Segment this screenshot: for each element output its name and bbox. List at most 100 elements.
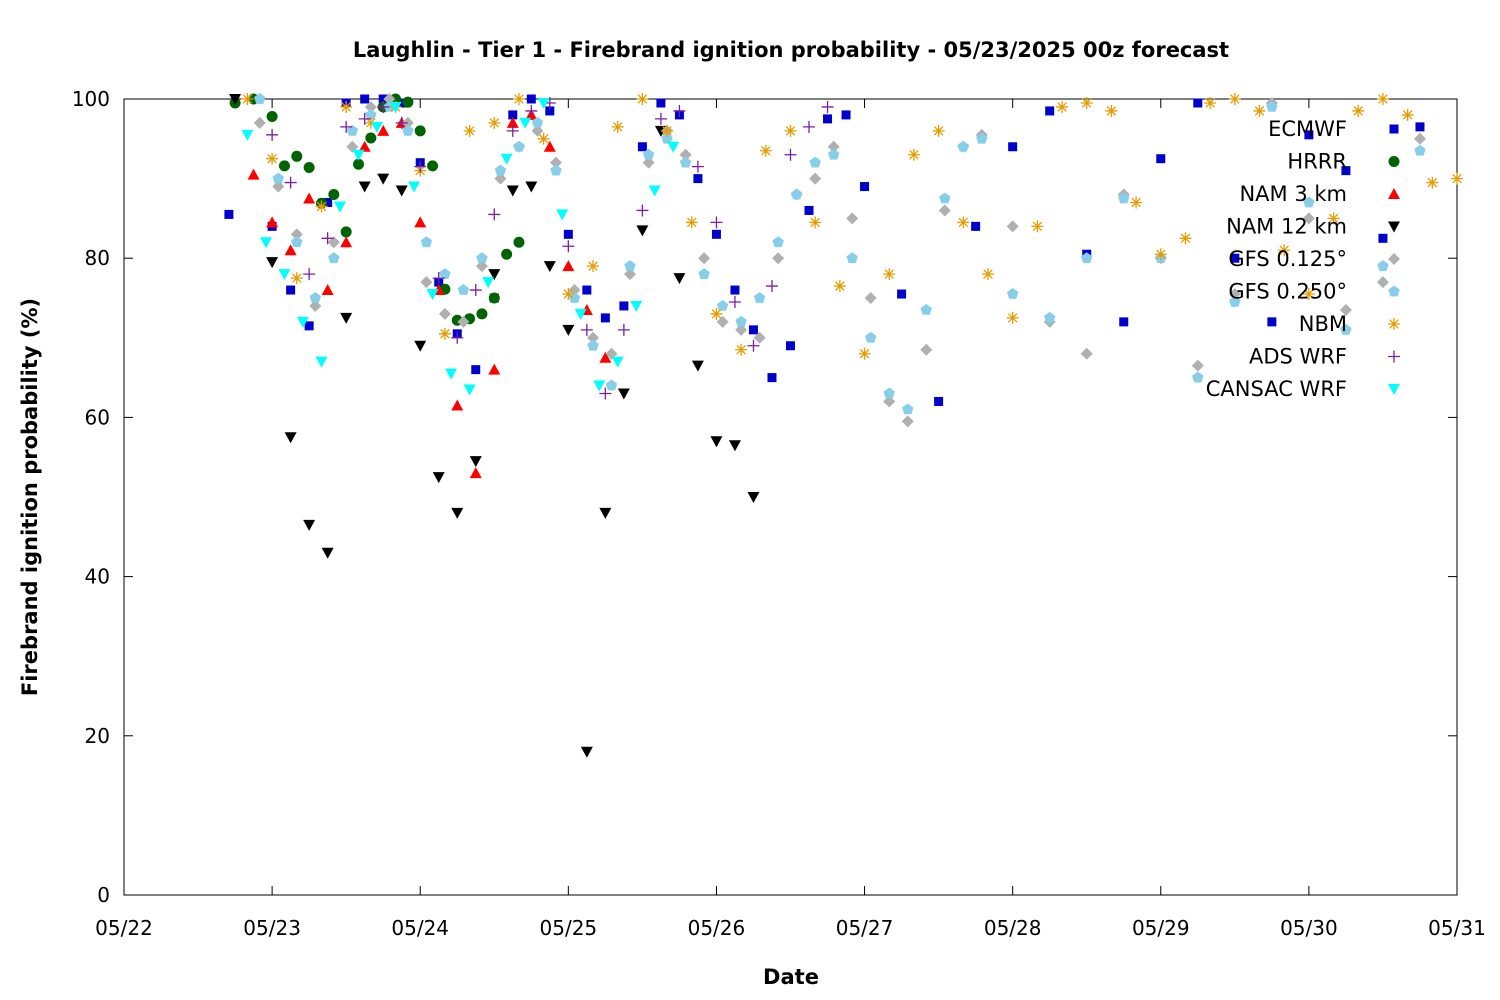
data-point-cansac-wrf xyxy=(537,97,550,109)
data-point-cansac-wrf xyxy=(593,380,606,392)
data-point-hrrr xyxy=(365,132,377,144)
legend-marker-cansac-wrf xyxy=(1388,384,1400,395)
data-point-gfs-0-250 xyxy=(883,387,895,399)
data-point-ecmwf xyxy=(304,321,314,331)
x-tick-label: 05/27 xyxy=(836,916,894,940)
data-point-cansac-wrf xyxy=(315,356,328,368)
data-point-nam-12-km xyxy=(358,181,371,193)
data-point-nbm xyxy=(809,216,822,229)
data-point-gfs-0-125 xyxy=(846,212,859,225)
data-point-nam-12-km xyxy=(488,269,501,281)
data-point-nam-12-km xyxy=(673,273,686,285)
data-point-ecmwf xyxy=(786,341,795,351)
data-point-nam-12-km xyxy=(321,547,334,559)
data-point-nbm xyxy=(1080,96,1093,109)
data-point-nbm xyxy=(290,272,303,285)
data-point-gfs-0-250 xyxy=(679,156,692,168)
data-point-gfs-0-125 xyxy=(568,284,581,297)
data-point-hrrr xyxy=(266,111,278,123)
data-point-ads-wrf xyxy=(580,323,593,336)
data-point-gfs-0-125 xyxy=(753,331,766,344)
data-point-nbm xyxy=(1130,196,1143,209)
data-point-nbm xyxy=(241,93,254,105)
data-point-hrrr xyxy=(427,160,439,172)
data-point-nam-3-km xyxy=(284,244,297,256)
data-point-gfs-0-125 xyxy=(1339,303,1352,316)
data-point-gfs-0-125 xyxy=(475,260,488,273)
data-point-ads-wrf xyxy=(469,284,482,297)
data-point-gfs-0-250 xyxy=(1118,192,1130,204)
data-point-gfs-0-250 xyxy=(513,140,525,152)
data-point-gfs-0-250 xyxy=(420,236,433,248)
data-point-ecmwf xyxy=(471,365,481,375)
data-point-nbm xyxy=(266,152,279,165)
data-point-nbm xyxy=(1204,96,1217,109)
data-point-nbm xyxy=(1278,244,1291,257)
x-tick-label: 05/29 xyxy=(1132,916,1190,940)
data-point-ecmwf xyxy=(378,94,388,104)
data-point-gfs-0-250 xyxy=(254,93,266,104)
y-tick-label: 80 xyxy=(85,246,110,270)
data-point-gfs-0-125 xyxy=(624,268,637,281)
data-point-cansac-wrf xyxy=(667,141,680,153)
data-point-gfs-0-250 xyxy=(365,108,377,120)
data-point-gfs-0-250 xyxy=(1377,260,1389,272)
data-point-gfs-0-125 xyxy=(531,124,544,137)
data-point-ads-wrf xyxy=(784,148,797,161)
legend-label-ecmwf: ECMWF xyxy=(1268,117,1347,141)
data-point-gfs-0-250 xyxy=(753,292,766,303)
data-point-cansac-wrf xyxy=(648,185,661,197)
data-point-gfs-0-125 xyxy=(420,276,433,289)
data-point-ecmwf xyxy=(563,229,573,239)
data-point-gfs-0-250 xyxy=(920,303,932,315)
data-point-gfs-0-250 xyxy=(624,260,636,272)
data-point-gfs-0-250 xyxy=(457,284,470,295)
data-point-nbm xyxy=(1154,248,1167,261)
data-point-ads-wrf xyxy=(395,116,408,129)
data-point-nbm xyxy=(1056,100,1069,113)
data-point-gfs-0-125 xyxy=(864,292,877,304)
data-point-gfs-0-250 xyxy=(1303,196,1315,208)
data-point-gfs-0-250 xyxy=(735,315,747,327)
data-point-ads-wrf xyxy=(432,272,445,285)
x-tick-label: 05/24 xyxy=(391,916,449,940)
data-point-ads-wrf xyxy=(673,104,686,117)
data-point-gfs-0-250 xyxy=(550,164,562,176)
data-point-nbm xyxy=(883,268,896,281)
data-point-gfs-0-125 xyxy=(457,315,470,328)
legend-label-gfs-0-125: GFS 0.125° xyxy=(1228,247,1347,271)
data-point-hrrr xyxy=(402,96,414,108)
data-point-nbm xyxy=(685,216,698,229)
legend-label-cansac-wrf: CANSAC WRF xyxy=(1206,377,1347,401)
y-tick-label: 20 xyxy=(85,724,110,748)
data-point-nam-3-km xyxy=(414,216,427,228)
legend-label-nam-3-km: NAM 3 km xyxy=(1239,182,1347,206)
data-point-hrrr xyxy=(513,236,525,248)
data-point-ads-wrf xyxy=(803,120,816,133)
data-point-gfs-0-125 xyxy=(1376,276,1389,289)
data-point-hrrr xyxy=(303,161,315,173)
data-point-ecmwf xyxy=(545,106,555,116)
data-point-gfs-0-125 xyxy=(1228,288,1241,301)
data-point-cansac-wrf xyxy=(333,201,346,213)
data-point-gfs-0-125 xyxy=(272,180,285,193)
data-point-nam-12-km xyxy=(617,388,630,400)
data-point-nbm xyxy=(1451,172,1463,185)
legend-marker-hrrr xyxy=(1388,156,1400,167)
data-point-gfs-0-250 xyxy=(402,124,414,136)
legend-marker-ecmwf xyxy=(1389,124,1399,134)
data-point-gfs-0-125 xyxy=(920,343,933,356)
data-point-nam-3-km xyxy=(451,399,464,411)
data-point-ecmwf xyxy=(1119,317,1129,327)
data-point-cansac-wrf xyxy=(445,368,458,380)
legend-label-ads-wrf: ADS WRF xyxy=(1249,345,1347,369)
x-tick-label: 05/25 xyxy=(540,916,598,940)
data-point-ecmwf xyxy=(730,285,740,295)
x-tick-label: 05/31 xyxy=(1428,916,1486,940)
data-point-nbm xyxy=(932,124,945,137)
data-point-gfs-0-125 xyxy=(698,252,711,265)
data-point-cansac-wrf xyxy=(519,117,532,129)
data-point-gfs-0-125 xyxy=(642,156,655,169)
data-point-nbm xyxy=(1327,212,1340,225)
data-point-ecmwf xyxy=(1341,166,1351,176)
